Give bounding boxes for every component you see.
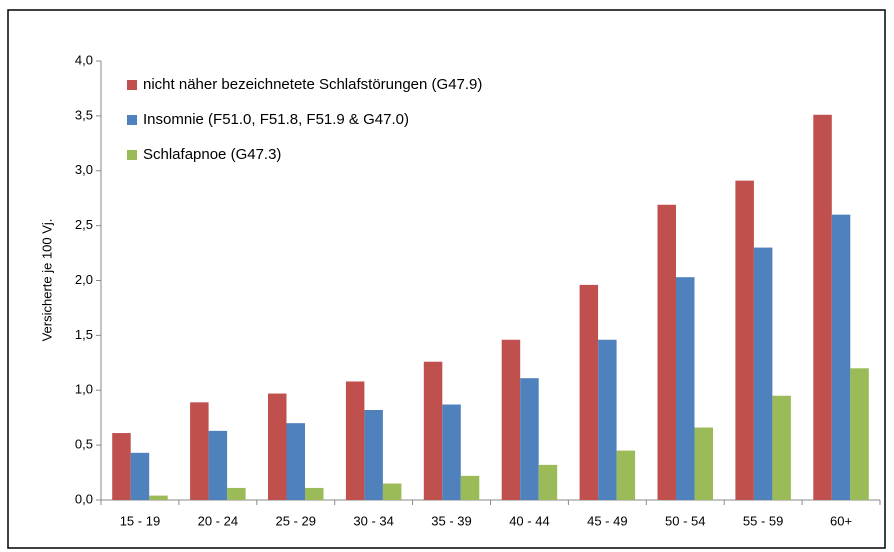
y-tick-label: 1,0 [75,382,93,397]
bar [268,393,287,500]
x-tick-label: 55 - 59 [743,513,783,528]
bar [130,452,150,500]
bar [190,402,209,500]
bar [813,114,832,500]
y-tick-label: 1,5 [75,327,93,342]
legend-label: nicht näher bezeichnetete Schlafstörunge… [143,76,482,93]
legend-swatch [127,150,137,160]
y-axis-label: Versicherte je 100 Vj. [39,219,54,342]
bar [345,381,365,500]
bar [227,487,246,500]
legend-swatch [127,115,137,125]
bar [423,361,443,500]
bar [850,368,869,500]
y-tick-label: 0,0 [75,491,93,506]
x-tick-label: 30 - 34 [353,513,393,528]
bar [382,483,402,500]
x-tick-label: 60+ [830,513,852,528]
bar [501,339,521,500]
bar [538,464,558,500]
bar [364,410,383,500]
y-tick-label: 3,5 [75,107,93,122]
y-tick-label: 0,5 [75,437,93,452]
bar [772,395,791,500]
bar [735,180,754,500]
bar [520,378,539,500]
bar [694,427,713,500]
y-tick-label: 3,0 [75,162,93,177]
bar [753,247,773,500]
y-tick-label: 4,0 [75,52,93,67]
x-tick-label: 40 - 44 [509,513,549,528]
y-tick-label: 2,5 [75,217,93,232]
bar [286,423,305,500]
legend-label: Schlafapnoe (G47.3) [143,146,281,163]
bar [442,404,461,500]
x-tick-label: 20 - 24 [198,513,238,528]
bar [657,204,676,500]
x-tick-label: 25 - 29 [276,513,316,528]
legend-label: Insomnie (F51.0, F51.8, F51.9 & G47.0) [143,111,409,128]
bar [831,214,851,500]
y-tick-label: 2,0 [75,272,93,287]
bar [460,475,480,500]
bar [616,450,636,500]
bar [208,430,228,500]
x-tick-label: 15 - 19 [120,513,160,528]
bar [676,277,695,500]
bar [305,487,324,500]
x-tick-label: 50 - 54 [665,513,705,528]
bar [112,433,131,500]
bar [149,495,168,500]
x-tick-label: 45 - 49 [587,513,627,528]
x-tick-label: 35 - 39 [431,513,471,528]
bar [579,284,599,500]
bar [598,339,617,500]
legend-swatch [127,80,137,90]
